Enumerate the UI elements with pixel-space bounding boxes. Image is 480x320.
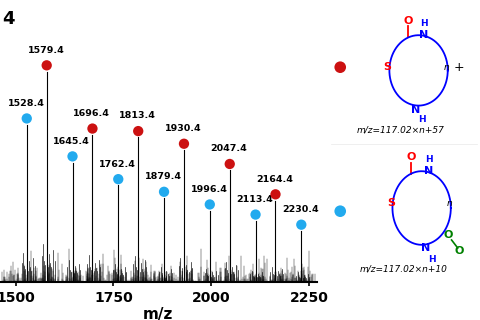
Point [336,65,344,70]
Point [89,126,96,131]
Text: H: H [420,20,428,28]
Text: S: S [387,198,395,208]
Text: 1579.4: 1579.4 [27,46,64,55]
Text: 1762.4: 1762.4 [99,160,136,169]
Text: 2047.4: 2047.4 [211,144,247,153]
Text: 4: 4 [2,10,15,28]
Text: $n$: $n$ [443,63,450,72]
Text: S: S [383,62,391,72]
Text: 1813.4: 1813.4 [119,111,156,120]
Text: N: N [420,30,429,40]
Text: H: H [425,156,432,164]
Text: 1879.4: 1879.4 [145,172,182,181]
Text: 1528.4: 1528.4 [8,99,45,108]
Point [160,189,168,194]
Text: 1696.4: 1696.4 [73,109,110,118]
Text: 1930.4: 1930.4 [165,124,202,133]
Text: 2164.4: 2164.4 [256,175,293,184]
Text: N: N [424,166,433,176]
Point [43,63,50,68]
Text: H: H [428,255,435,264]
Point [298,222,305,227]
Text: N: N [411,105,420,116]
Text: $n$: $n$ [446,199,453,208]
Point [226,161,234,166]
Text: H: H [418,116,425,124]
Point [69,154,76,159]
Text: 2230.4: 2230.4 [282,205,319,214]
Point [252,212,259,217]
Text: O: O [455,246,464,256]
Point [206,202,214,207]
Text: m/z=117.02×n+57: m/z=117.02×n+57 [356,125,444,134]
Text: 2113.4: 2113.4 [236,195,273,204]
Text: +: + [454,61,465,74]
Point [134,129,142,134]
Point [272,192,279,197]
Text: O: O [443,230,453,240]
Text: N: N [421,243,430,253]
X-axis label: m/z: m/z [143,308,174,320]
Text: O: O [406,152,416,162]
Text: O: O [403,16,412,26]
Text: m/z=117.02×n+10: m/z=117.02×n+10 [359,264,447,273]
Point [336,209,344,214]
Text: 1645.4: 1645.4 [53,137,90,146]
Text: 1996.4: 1996.4 [191,185,228,194]
Point [23,116,31,121]
Point [114,177,122,182]
Point [180,141,188,146]
